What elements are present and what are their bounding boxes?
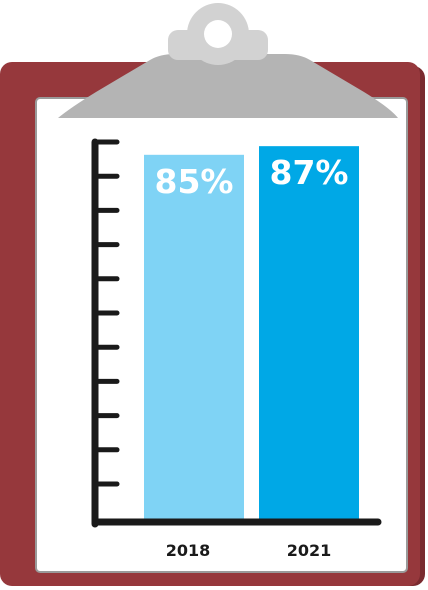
data-label-2021: 87%	[270, 153, 349, 192]
data-label-2018: 85%	[155, 162, 234, 201]
bar-2018	[144, 154, 244, 523]
clip-icon	[58, 3, 398, 118]
bar-2021	[259, 146, 359, 522]
category-label-2018: 2018	[166, 541, 211, 560]
clip-hole	[204, 20, 232, 48]
clip-base	[58, 54, 398, 118]
bar-chart: 85% 2018 87% 2021	[91, 138, 382, 560]
category-label-2021: 2021	[287, 541, 332, 560]
